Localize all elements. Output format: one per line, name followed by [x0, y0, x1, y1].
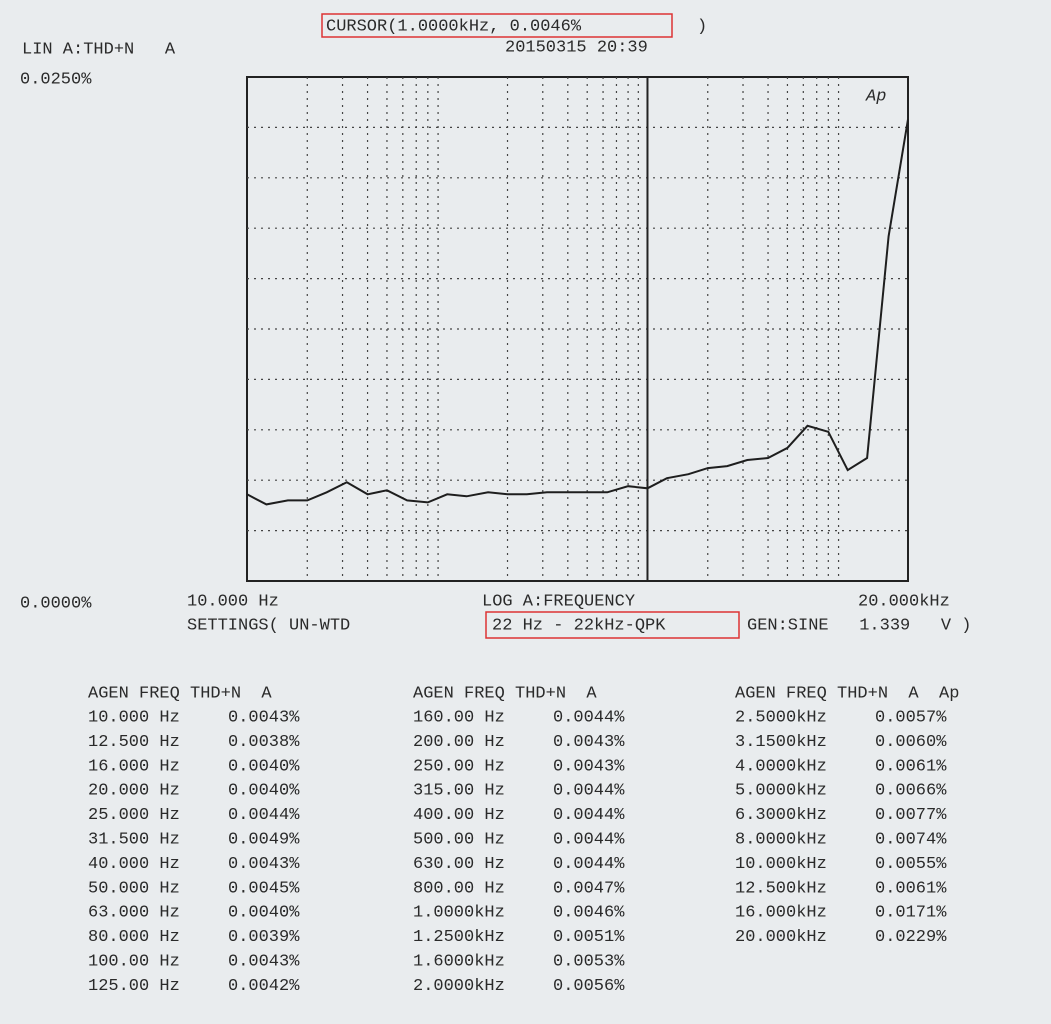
table-cell: 0.0061% — [875, 879, 947, 898]
table-cell: 0.0040% — [228, 782, 300, 801]
table-cell: 50.000 Hz — [88, 879, 180, 898]
table-cell: 315.00 Hz — [413, 782, 505, 801]
table-cell: 0.0044% — [553, 806, 625, 825]
table-cell: 0.0047% — [553, 879, 625, 898]
table-cell: 0.0044% — [553, 855, 625, 874]
y-tick-label: 0.0000% — [20, 594, 92, 613]
table-cell: 0.0171% — [875, 904, 947, 923]
table-cell: 0.0044% — [553, 830, 625, 849]
table-cell: 0.0057% — [875, 708, 947, 727]
table-cell: 125.00 Hz — [88, 977, 180, 996]
table-cell: 0.0044% — [228, 806, 300, 825]
table-cell: 16.000 Hz — [88, 757, 180, 776]
table-cell: 16.000kHz — [735, 904, 827, 923]
table-cell: 0.0038% — [228, 733, 300, 752]
table-cell: 5.0000kHz — [735, 782, 827, 801]
highlight-box — [485, 611, 740, 639]
table-cell: 40.000 Hz — [88, 855, 180, 874]
table-cell: 0.0042% — [228, 977, 300, 996]
table-cell: 0.0060% — [875, 733, 947, 752]
table-cell: 0.0044% — [553, 782, 625, 801]
table-cell: 0.0039% — [228, 928, 300, 947]
table-cell: 0.0040% — [228, 757, 300, 776]
table-cell: 80.000 Hz — [88, 928, 180, 947]
x-axis-label: LOG A:FREQUENCY — [482, 592, 635, 611]
table-header: AGEN FREQ THD+N A Ap — [735, 684, 959, 703]
table-cell: 10.000kHz — [735, 855, 827, 874]
table-cell: 0.0066% — [875, 782, 947, 801]
timestamp: 20150315 20:39 — [505, 38, 648, 57]
table-cell: 1.6000kHz — [413, 952, 505, 971]
table-cell: 0.0051% — [553, 928, 625, 947]
table-cell: 100.00 Hz — [88, 952, 180, 971]
table-cell: 10.000 Hz — [88, 708, 180, 727]
data-line — [246, 119, 909, 506]
table-cell: 0.0045% — [228, 879, 300, 898]
table-cell: 6.3000kHz — [735, 806, 827, 825]
table-header: AGEN FREQ THD+N A — [413, 684, 597, 703]
table-cell: 0.0044% — [553, 708, 625, 727]
table-cell: 1.0000kHz — [413, 904, 505, 923]
table-cell: 400.00 Hz — [413, 806, 505, 825]
table-cell: 200.00 Hz — [413, 733, 505, 752]
table-cell: 800.00 Hz — [413, 879, 505, 898]
x-tick-label: 10.000 Hz — [187, 592, 279, 611]
table-cell: 12.500kHz — [735, 879, 827, 898]
highlight-box — [321, 13, 673, 38]
table-header: AGEN FREQ THD+N A — [88, 684, 272, 703]
table-cell: 3.1500kHz — [735, 733, 827, 752]
table-cell: 20.000 Hz — [88, 782, 180, 801]
generator: GEN:SINE 1.339 V ) — [747, 616, 971, 635]
table-cell: 0.0053% — [553, 952, 625, 971]
table-cell: 0.0040% — [228, 904, 300, 923]
table-cell: 0.0056% — [553, 977, 625, 996]
cursor-label: CURSOR(1.0000kHz, 0.0046% — [326, 17, 582, 36]
x-tick-label: 20.000kHz — [858, 592, 950, 611]
table-cell: 0.0043% — [553, 757, 625, 776]
table-cell: 2.0000kHz — [413, 977, 505, 996]
table-cell: 0.0046% — [553, 904, 625, 923]
table-cell: 0.0055% — [875, 855, 947, 874]
table-cell: 0.0229% — [875, 928, 947, 947]
filter: 22 Hz - 22kHz-QPK — [492, 616, 666, 635]
table-cell: 1.2500kHz — [413, 928, 505, 947]
settings: SETTINGS( UN-WTD — [187, 616, 350, 635]
table-cell: 63.000 Hz — [88, 904, 180, 923]
table-cell: 0.0077% — [875, 806, 947, 825]
table-cell: 250.00 Hz — [413, 757, 505, 776]
table-cell: 0.0043% — [228, 708, 300, 727]
table-cell: 500.00 Hz — [413, 830, 505, 849]
table-cell: 25.000 Hz — [88, 806, 180, 825]
table-cell: 4.0000kHz — [735, 757, 827, 776]
y-axis-label: LIN A:THD+N A — [22, 40, 176, 59]
table-cell: 160.00 Hz — [413, 708, 505, 727]
cursor-close: ) — [697, 17, 707, 36]
table-cell: 0.0043% — [228, 855, 300, 874]
logo: Ap — [865, 87, 886, 106]
table-cell: 0.0074% — [875, 830, 947, 849]
table-cell: 12.500 Hz — [88, 733, 180, 752]
table-cell: 630.00 Hz — [413, 855, 505, 874]
y-tick-label: 0.0250% — [20, 70, 92, 89]
table-cell: 31.500 Hz — [88, 830, 180, 849]
table-cell: 0.0061% — [875, 757, 947, 776]
table-cell: 20.000kHz — [735, 928, 827, 947]
table-cell: 0.0043% — [553, 733, 625, 752]
table-cell: 0.0043% — [228, 952, 300, 971]
table-cell: 8.0000kHz — [735, 830, 827, 849]
table-cell: 2.5000kHz — [735, 708, 827, 727]
table-cell: 0.0049% — [228, 830, 300, 849]
